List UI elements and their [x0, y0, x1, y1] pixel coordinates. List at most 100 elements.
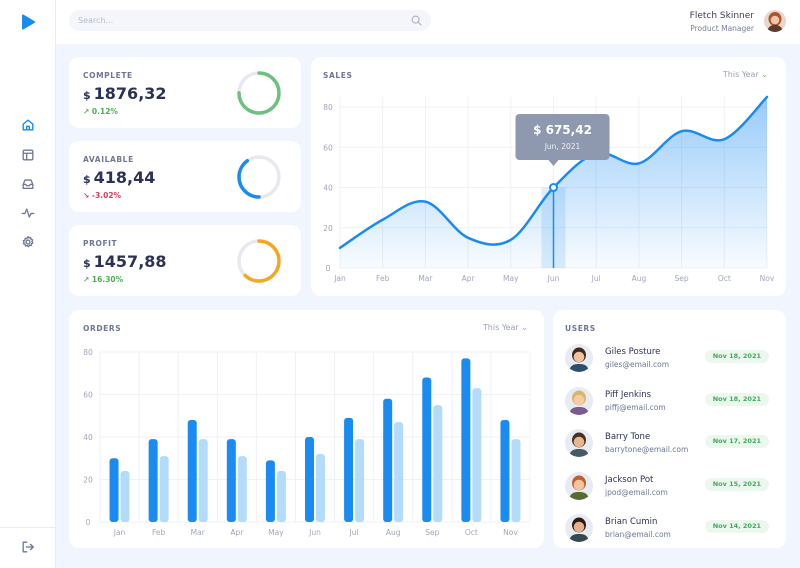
search-input[interactable] [78, 10, 398, 31]
stat-card-available: AVAILABLE $418,44 ↘ -3.02% [69, 141, 301, 212]
x-tick-label: Oct [718, 274, 731, 283]
search-bar [69, 10, 431, 31]
user-email: brian@email.com [605, 530, 671, 539]
home-icon [21, 118, 34, 131]
stat-card-profit: PROFIT $1457,88 ↗ 16.30% [69, 225, 301, 296]
logout-button[interactable] [19, 538, 36, 555]
logout-icon [22, 541, 34, 552]
arrow-down-right-icon: ↘ [83, 191, 90, 200]
sidebar-item-inbox[interactable] [19, 175, 36, 192]
progress-ring [237, 71, 281, 115]
list-item[interactable]: Giles Posture giles@email.com Nov 18, 2021 [565, 342, 769, 376]
date-badge: Nov 15, 2021 [704, 477, 769, 491]
orders-chart: 0 20 40 60 80 Jan Feb Mar Apr May Jun Jul Aug Sep Oct N… [83, 348, 531, 537]
stat-value: $1876,32 [83, 84, 167, 103]
x-tick-label: Mar [191, 528, 206, 537]
sidebar-divider [0, 527, 56, 528]
x-tick-label: Sep [675, 274, 689, 283]
bar-secondary [511, 439, 521, 522]
stat-card-complete: COMPLETE $1876,32 ↗ 0.12% [69, 57, 301, 128]
x-tick-label: Jun [547, 274, 560, 283]
stat-value: $1457,88 [83, 252, 167, 271]
bar-secondary [276, 471, 286, 522]
x-tick-label: Apr [462, 274, 476, 283]
x-tick-label: Feb [376, 274, 390, 283]
list-item[interactable]: Piff Jenkins piffj@email.com Nov 18, 2021 [565, 385, 769, 419]
avatar [565, 514, 593, 542]
user-name: Jackson Pot [605, 474, 654, 485]
orders-card: ORDERS This Year ⌄ 0 20 40 60 80 Jan Feb Mar Apr… [69, 310, 544, 548]
search-icon[interactable] [411, 15, 422, 26]
user-name: Barry Tone [605, 432, 651, 442]
logo-icon[interactable] [20, 14, 36, 30]
user-name[interactable]: Fletch Skinner [689, 11, 754, 21]
period-dropdown[interactable]: This Year ⌄ [722, 70, 768, 79]
bar-primary [265, 460, 275, 522]
bar-secondary [198, 439, 208, 522]
y-tick-label: 0 [326, 264, 331, 273]
bar-secondary [433, 405, 443, 522]
users-card: USERS Giles Posture giles@email.com Nov 18… [553, 310, 786, 548]
x-tick-label: Feb [152, 528, 166, 537]
date-badge: Nov 18, 2021 [704, 392, 769, 406]
bar-secondary [120, 471, 130, 522]
list-item[interactable]: Jackson Pot jpod@email.com Nov 15, 2021 [565, 470, 769, 504]
bar-primary [187, 420, 197, 522]
y-tick-label: 40 [83, 433, 93, 442]
bar-primary [344, 417, 354, 522]
sidebar-item-settings[interactable] [19, 233, 36, 250]
list-item[interactable]: Brian Cumin brian@email.com Nov 14, 2021 [565, 512, 769, 546]
user-name: Giles Posture [605, 347, 661, 357]
inbox-icon [22, 178, 33, 189]
y-tick-label: 60 [83, 391, 93, 400]
card-title: SALES [323, 71, 353, 80]
bar-primary [422, 377, 432, 522]
user-email: giles@email.com [605, 360, 670, 369]
user-email: jpod@email.com [605, 487, 668, 497]
gear-icon [22, 235, 34, 247]
tooltip [515, 114, 610, 160]
tooltip-date: Jun, 2021 [544, 142, 581, 151]
y-tick-label: 60 [323, 143, 333, 152]
user-role: Product Manager [690, 24, 754, 33]
y-tick-label: 20 [323, 224, 333, 233]
sidebar-item-activity[interactable] [19, 204, 36, 221]
sales-area [340, 97, 767, 268]
bar-primary [148, 439, 158, 522]
activity-icon [21, 207, 34, 218]
stat-label: AVAILABLE [83, 155, 134, 164]
sidebar-item-home[interactable] [19, 116, 36, 133]
stat-change: ↘ -3.02% [83, 191, 122, 200]
sidebar-item-layout[interactable] [19, 146, 36, 163]
y-tick-label: 80 [83, 348, 93, 357]
x-tick-label: Sep [425, 528, 439, 537]
bar-secondary [355, 439, 365, 522]
list-item[interactable]: Barry Tone barrytone@email.com Nov 17, 202… [565, 427, 769, 461]
bar-primary [500, 420, 510, 522]
x-tick-label: Apr [230, 528, 244, 537]
bar-secondary [159, 456, 169, 522]
avatar [565, 471, 593, 500]
avatar [565, 386, 593, 415]
x-tick-label: Mar [418, 274, 433, 283]
stat-value: $418,44 [83, 168, 156, 187]
avatar [565, 429, 593, 457]
period-dropdown[interactable]: This Year ⌄ [482, 323, 528, 332]
y-tick-label: 80 [323, 103, 333, 112]
stat-label: PROFIT [83, 239, 118, 248]
date-badge: Nov 14, 2021 [704, 520, 769, 533]
bar-primary [383, 398, 393, 522]
x-tick-label: Jan [113, 528, 126, 537]
layout-icon [22, 149, 33, 160]
bar-secondary [316, 454, 325, 522]
avatar[interactable] [764, 10, 786, 32]
highlight-point [549, 183, 558, 193]
x-tick-label: May [268, 528, 284, 537]
user-email: piffj@email.com [605, 402, 666, 412]
bar-primary [461, 358, 471, 522]
user-name: Piff Jenkins [605, 389, 652, 400]
avatar [565, 344, 593, 372]
x-tick-label: Jun [308, 528, 321, 537]
stat-label: COMPLETE [83, 71, 133, 80]
tooltip-value: $ 675,42 [533, 123, 592, 137]
